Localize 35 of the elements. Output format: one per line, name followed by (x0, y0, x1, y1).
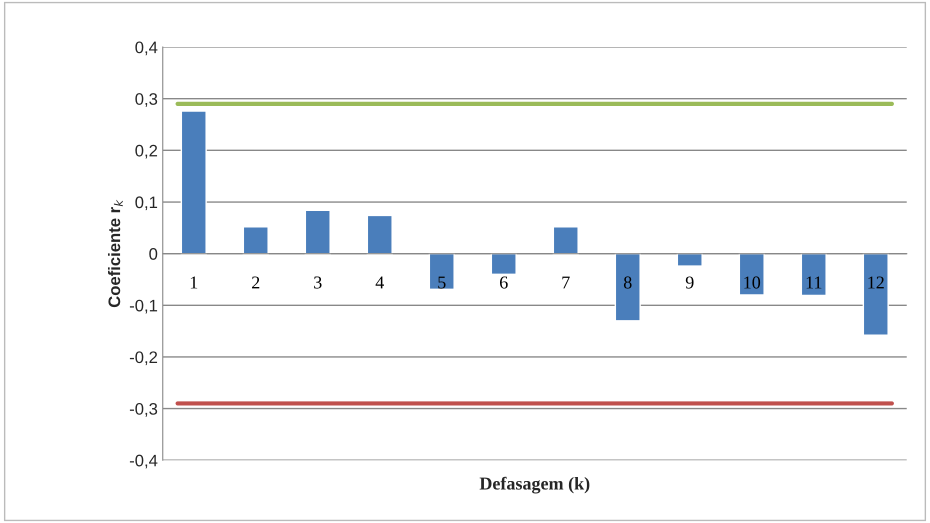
y-tick-label: -0,4 (130, 454, 158, 468)
bar (862, 252, 889, 336)
y-tick-label: 0,1 (135, 196, 158, 210)
x-tick-label: 9 (686, 276, 694, 289)
y-tick-label: -0,2 (130, 351, 158, 366)
bar (614, 252, 641, 322)
bar (676, 252, 703, 267)
bar (738, 252, 765, 296)
x-tick-label: 10 (744, 276, 760, 289)
x-tick-label: 12 (868, 276, 884, 288)
bar (242, 226, 269, 254)
x-tick-label: 2 (252, 276, 260, 288)
bar (366, 214, 393, 254)
x-tick-label: 11 (806, 276, 822, 288)
y-axis-title: Coeficiente r$_{k}$ (108, 200, 123, 308)
bar (428, 252, 455, 290)
x-tick-label: 7 (562, 276, 570, 288)
y-tick-label: 0,3 (135, 93, 158, 107)
x-tick-label: 6 (500, 276, 508, 289)
bar (304, 210, 331, 254)
y-tick-label: -0,1 (130, 300, 158, 314)
x-tick-label: 1 (190, 276, 198, 288)
bar (552, 226, 579, 254)
bar (800, 252, 827, 296)
y-tick-label: 0,4 (135, 41, 158, 56)
y-tick-label: 0,2 (135, 144, 158, 159)
y-tick-label: 0 (149, 248, 158, 260)
bar (180, 110, 207, 254)
bar (490, 252, 517, 276)
x-tick-label: 3 (314, 276, 322, 289)
y-tick-label: -0,3 (130, 402, 158, 417)
x-tick-label: 4 (376, 276, 384, 288)
x-tick-label: 8 (624, 276, 632, 289)
x-axis-title: Defasagem (k) (480, 476, 590, 494)
x-tick-label: 5 (438, 276, 446, 289)
